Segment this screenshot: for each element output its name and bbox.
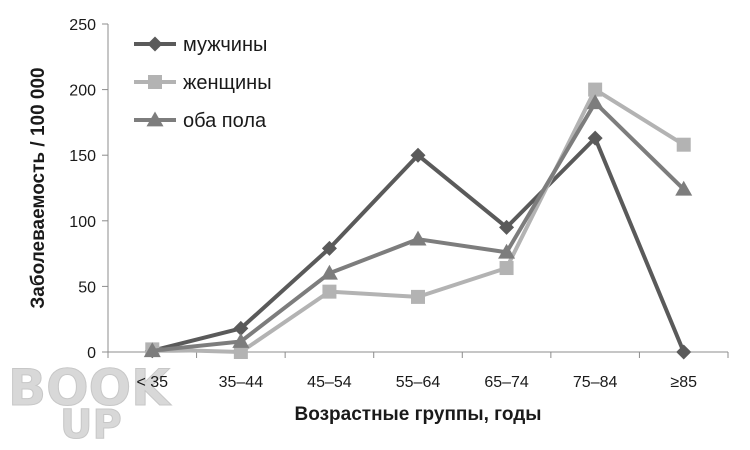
legend-marker: [148, 75, 162, 89]
x-tick-label: 75–84: [573, 374, 618, 391]
data-point: [499, 261, 514, 276]
data-point: [586, 94, 604, 110]
legend: мужчины женщины оба пола: [134, 34, 272, 132]
data-point: [676, 344, 692, 360]
legend-marker: [147, 36, 163, 52]
y-tick-label: 200: [69, 83, 96, 100]
legend-label: мужчины: [183, 34, 267, 56]
series-2: [145, 82, 691, 359]
data-point: [233, 345, 248, 359]
data-point: [498, 243, 516, 259]
x-tick-label: ≥85: [670, 374, 697, 391]
y-tick-label: 150: [69, 148, 96, 165]
y-tick-label: 0: [87, 345, 96, 362]
legend-item: оба пола: [134, 110, 267, 132]
watermark-text-top: BOOK: [8, 359, 172, 417]
data-point: [320, 264, 338, 280]
x-tick-labels: < 35 35–44 45–54 55–64 65–74 75–84 ≥85: [136, 374, 697, 391]
data-point: [322, 284, 337, 299]
y-tick-label: 100: [69, 214, 96, 231]
x-tick-label: 45–54: [307, 374, 352, 391]
data-point: [587, 130, 603, 146]
legend-label: женщины: [183, 72, 272, 94]
data-point: [411, 289, 425, 304]
y-axis-title: Заболеваемость / 100 000: [28, 67, 49, 308]
x-tick-label: < 35: [136, 374, 168, 391]
x-axis-title: Возрастные группы, годы: [295, 404, 542, 425]
data-point: [675, 180, 693, 196]
watermark-text-bottom: UP: [60, 402, 122, 448]
watermark-logo: BOOK UP: [8, 359, 173, 449]
series-3: [143, 94, 693, 358]
series-group: [143, 82, 693, 360]
x-tick-label: 35–44: [219, 374, 264, 391]
x-tick-label: 55–64: [396, 374, 441, 391]
data-point: [143, 342, 161, 358]
data-point: [676, 137, 691, 152]
legend-item: женщины: [134, 72, 272, 94]
data-point: [588, 82, 603, 97]
data-point: [499, 219, 515, 235]
data-point: [233, 320, 249, 336]
data-point: [232, 333, 250, 348]
y-tick-labels: 0 50 100 150 200 250: [69, 17, 96, 362]
data-point: [410, 147, 426, 163]
data-point: [321, 240, 337, 256]
data-point: [409, 230, 427, 246]
x-tick-label: 65–74: [484, 374, 529, 391]
legend-marker: [146, 111, 164, 127]
legend-label: оба пола: [183, 110, 267, 132]
y-tick-label: 250: [69, 17, 96, 34]
y-tick-label: 50: [78, 279, 96, 296]
legend-item: мужчины: [134, 34, 267, 56]
series-line: [152, 100, 686, 353]
